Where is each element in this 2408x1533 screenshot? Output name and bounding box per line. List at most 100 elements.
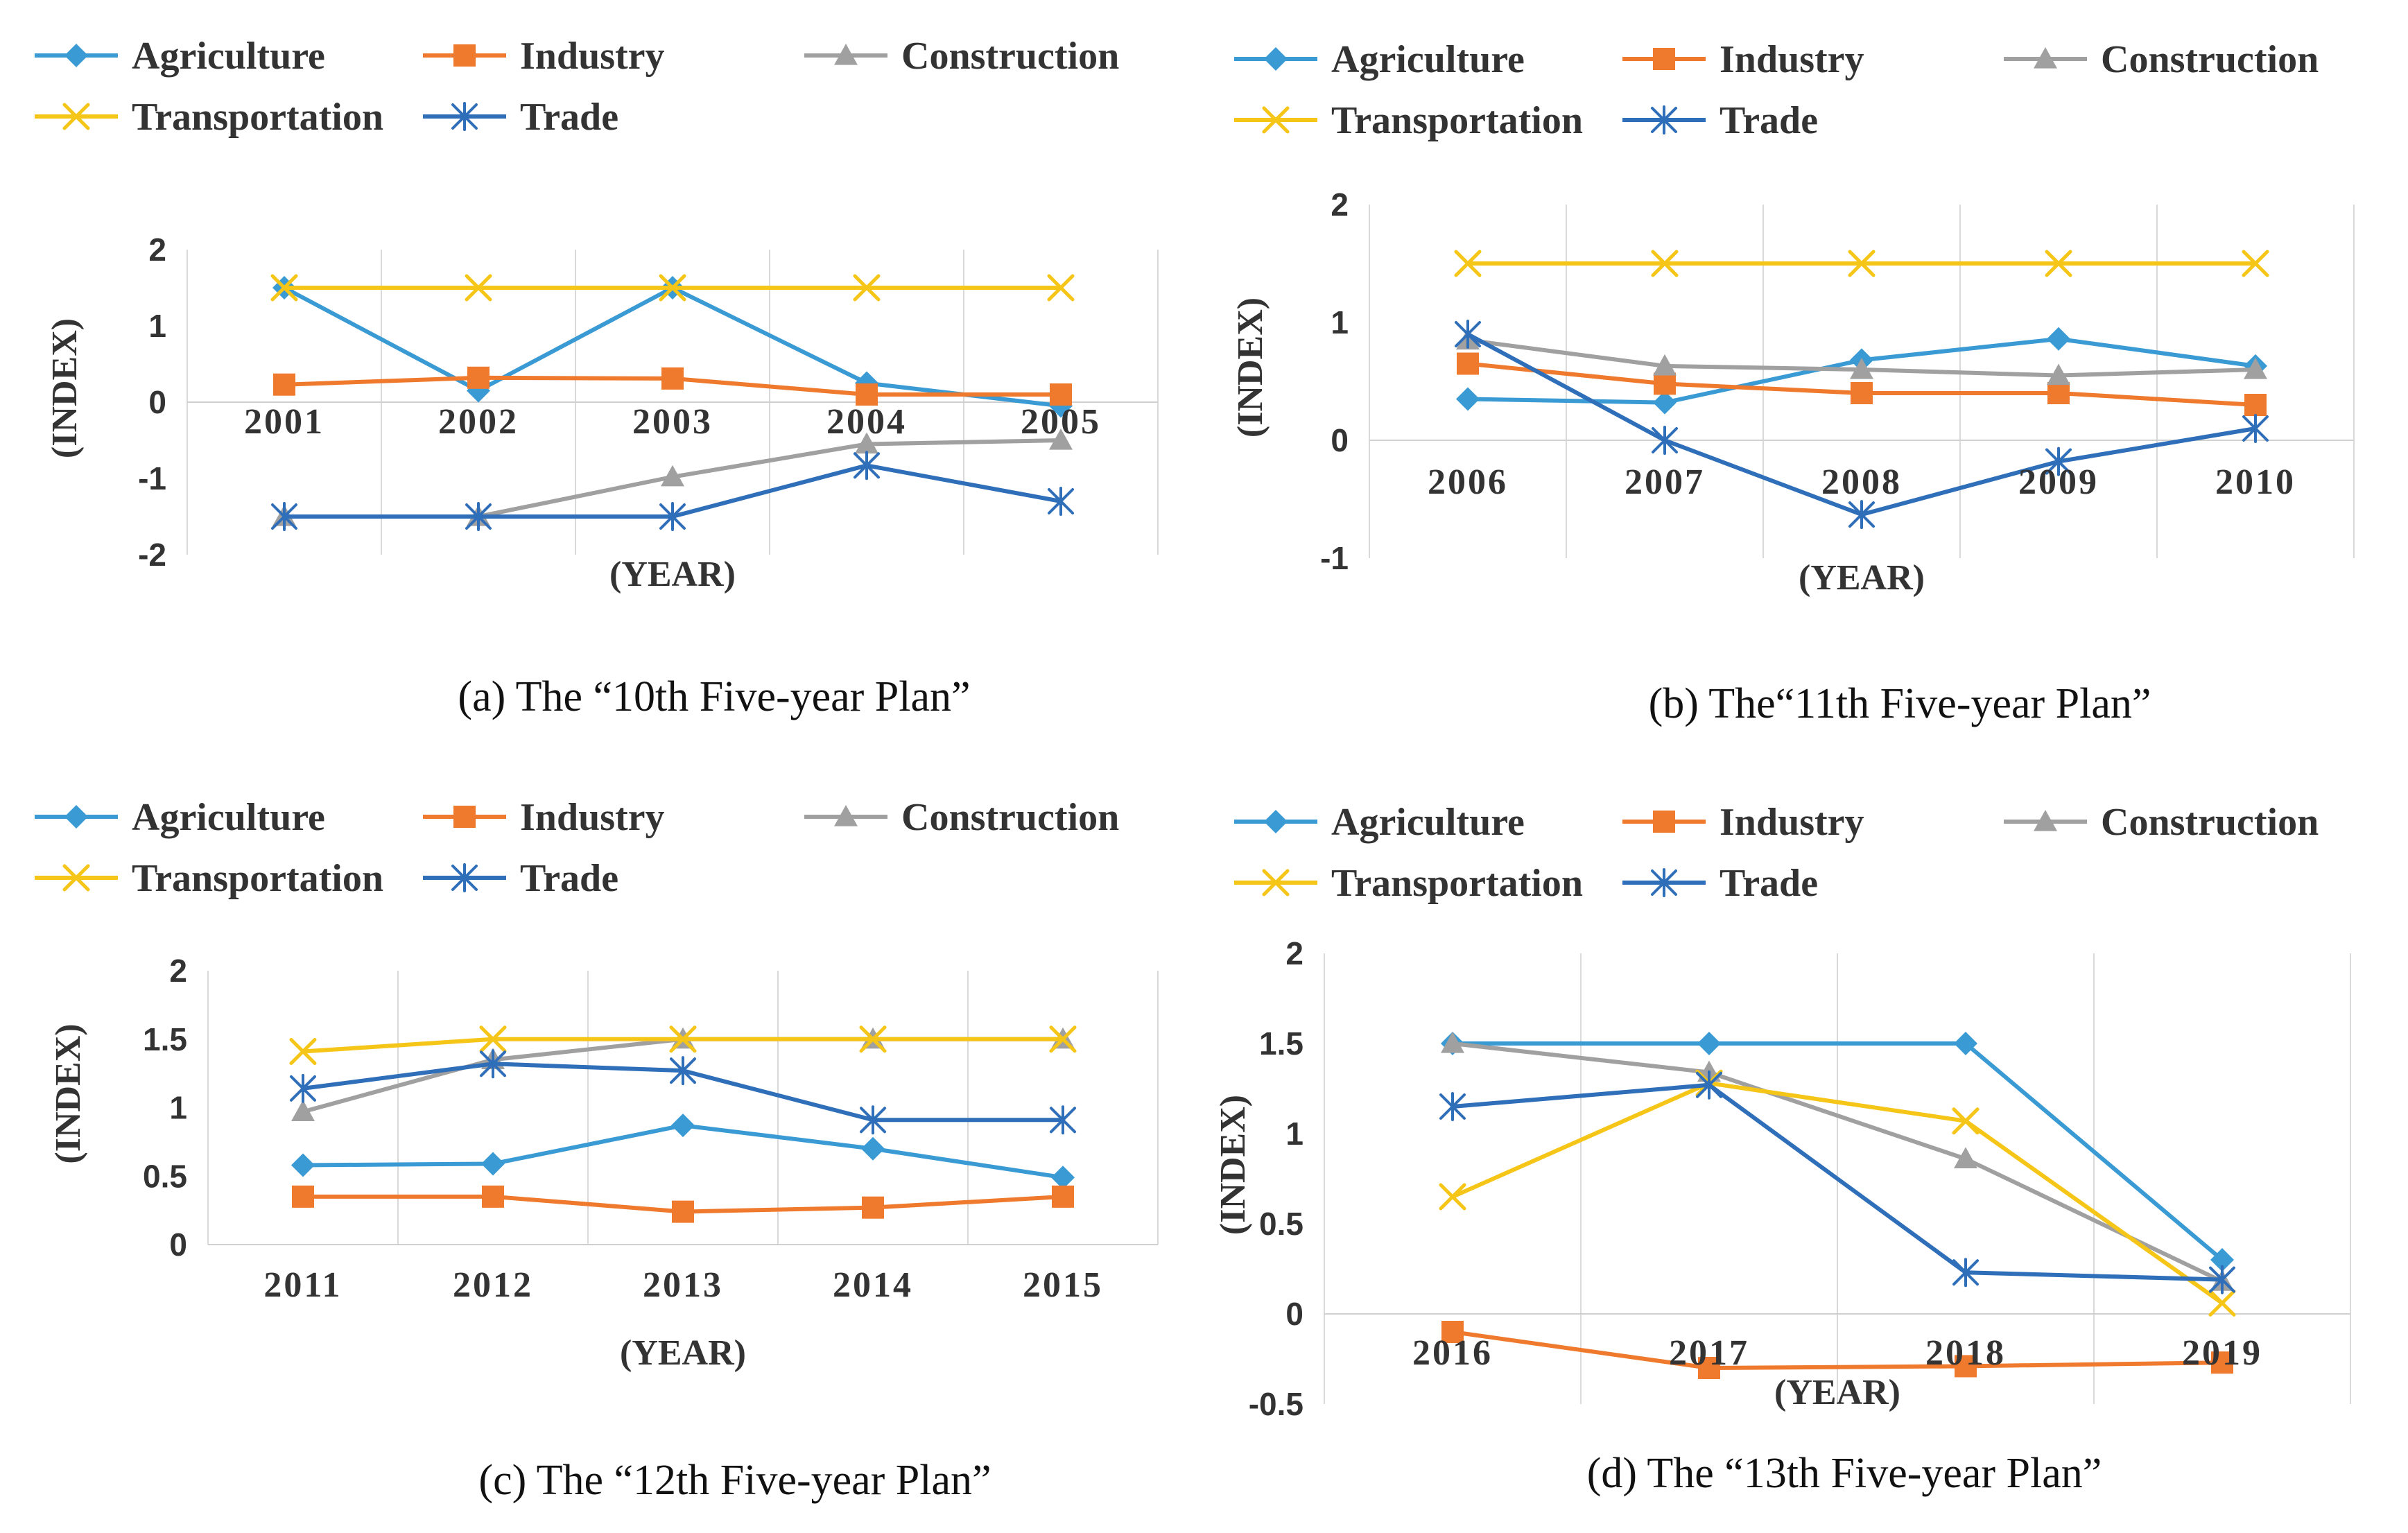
chart-2-caption: (b) The“11th Five-year Plan” (1649, 680, 2151, 727)
x-tick-label: 2004 (826, 402, 907, 442)
data-point-industry (1457, 352, 1479, 375)
series-line-trade (1452, 1082, 2223, 1282)
data-point-trade (659, 502, 686, 531)
data-point-trade (1848, 500, 1875, 530)
x-tick-label: 2017 (1669, 1333, 1749, 1373)
chart-3-legend: Agriculture Industry Construction Transport… (35, 796, 1119, 900)
chart-3-grid (207, 971, 1159, 1245)
legend-marker-agriculture (64, 44, 88, 67)
data-point-industry (482, 1185, 504, 1208)
data-point-agriculture (671, 1114, 695, 1138)
data-point-transportation (2242, 250, 2269, 277)
data-point-agriculture (1051, 1166, 1075, 1190)
data-point-trade (1050, 1105, 1076, 1135)
data-point-construction (661, 465, 684, 487)
legend-marker-transportation (1262, 869, 1290, 897)
x-tick-label: 2010 (2215, 462, 2296, 502)
y-tick-label: 0 (169, 1227, 187, 1263)
data-point-industry (1955, 1355, 1977, 1378)
chart-4-x-axis-title: (YEAR) (1774, 1373, 1900, 1412)
data-point-industry (2244, 394, 2267, 416)
chart-2-legend: Agriculture Industry Construction Transport… (1234, 38, 2319, 142)
chart-2-x-axis-title: (YEAR) (1799, 558, 1925, 598)
y-tick-label: 1 (1331, 304, 1349, 340)
data-point-construction (2244, 358, 2267, 379)
data-point-agriculture (1653, 390, 1677, 415)
data-point-transportation (669, 1025, 697, 1053)
legend-label-transportation: Transportation (132, 857, 383, 900)
data-point-construction (1441, 1032, 1464, 1053)
data-point-transportation (465, 274, 492, 302)
data-point-transportation (1848, 250, 1876, 277)
y-tick-label: -2 (138, 537, 166, 573)
y-tick-label: 2 (1331, 187, 1349, 223)
data-point-industry (2211, 1351, 2233, 1374)
data-point-construction (1954, 1147, 1977, 1168)
legend-item-construction: Construction (804, 35, 1119, 78)
legend-item-agriculture: Agriculture (1234, 38, 1525, 81)
y-tick-label: 0 (1285, 1296, 1303, 1332)
chart-4-y-axis-title: (INDEX) (1213, 1095, 1253, 1235)
legend-label-transportation: Transportation (132, 96, 383, 139)
data-point-trade (271, 502, 297, 531)
legend-marker-construction (834, 805, 858, 826)
series-transportation (270, 274, 1075, 302)
data-point-construction (1049, 428, 1073, 450)
legend-item-trade: Trade (423, 96, 618, 139)
data-point-trade (2209, 1265, 2235, 1294)
x-tick-label: 2012 (453, 1265, 533, 1305)
data-point-transportation (1047, 274, 1075, 302)
data-point-industry (1050, 383, 1072, 406)
data-point-industry (2047, 382, 2070, 404)
data-point-trade (2242, 414, 2269, 443)
data-point-industry (661, 367, 684, 390)
y-tick-label: -1 (1320, 540, 1349, 576)
data-point-trade (1952, 1258, 1979, 1288)
chart-2-grid (1369, 205, 2355, 558)
data-point-agriculture (2047, 327, 2070, 351)
data-point-industry (1698, 1357, 1720, 1379)
y-tick-label: 2 (169, 953, 187, 989)
legend-item-transportation: Transportation (35, 96, 383, 139)
legend-label-agriculture: Agriculture (1331, 801, 1525, 844)
series-transportation (289, 1025, 1077, 1066)
data-point-industry (856, 383, 878, 406)
y-tick-label: 2 (148, 232, 166, 268)
chart-3-x-axis-title: (YEAR) (620, 1333, 746, 1373)
legend-label-transportation: Transportation (1331, 99, 1583, 142)
data-point-industry (862, 1196, 884, 1219)
data-point-transportation (2208, 1289, 2236, 1317)
data-point-transportation (1952, 1107, 1980, 1135)
y-tick-label: 0 (148, 384, 166, 420)
series-line-construction (1452, 1041, 2224, 1283)
x-tick-label: 2006 (1428, 462, 1508, 502)
series-industry (1457, 352, 2267, 416)
y-tick-label: 0 (1331, 422, 1349, 458)
legend-marker-trade (1651, 868, 1677, 897)
y-tick-label: 0.5 (143, 1158, 187, 1194)
y-tick-label: 1 (1285, 1116, 1303, 1152)
legend-label-construction: Construction (901, 35, 1119, 78)
chart-3-y-axis-title: (INDEX) (49, 1023, 88, 1163)
data-point-trade (465, 502, 492, 531)
legend-marker-industry (1653, 48, 1675, 70)
x-tick-label: 2009 (2018, 462, 2099, 502)
series-trade (271, 451, 1074, 531)
series-industry (273, 366, 1072, 406)
legend-label-trade: Trade (520, 857, 618, 900)
legend-item-trade: Trade (1622, 862, 1818, 905)
legend-item-trade: Trade (423, 857, 618, 900)
series-agriculture (291, 1114, 1075, 1190)
x-tick-label: 2005 (1021, 402, 1101, 442)
chart-1-x-axis-title: (YEAR) (609, 555, 736, 594)
legend-marker-trade (451, 102, 478, 131)
legend-item-industry: Industry (423, 796, 665, 839)
x-tick-label: 2015 (1023, 1265, 1103, 1305)
data-point-trade (860, 1105, 886, 1135)
y-tick-label: 1 (148, 308, 166, 344)
data-point-transportation (853, 274, 881, 302)
data-point-agriculture (291, 1153, 315, 1177)
series-construction (1456, 328, 2267, 386)
legend-label-agriculture: Agriculture (132, 35, 325, 78)
